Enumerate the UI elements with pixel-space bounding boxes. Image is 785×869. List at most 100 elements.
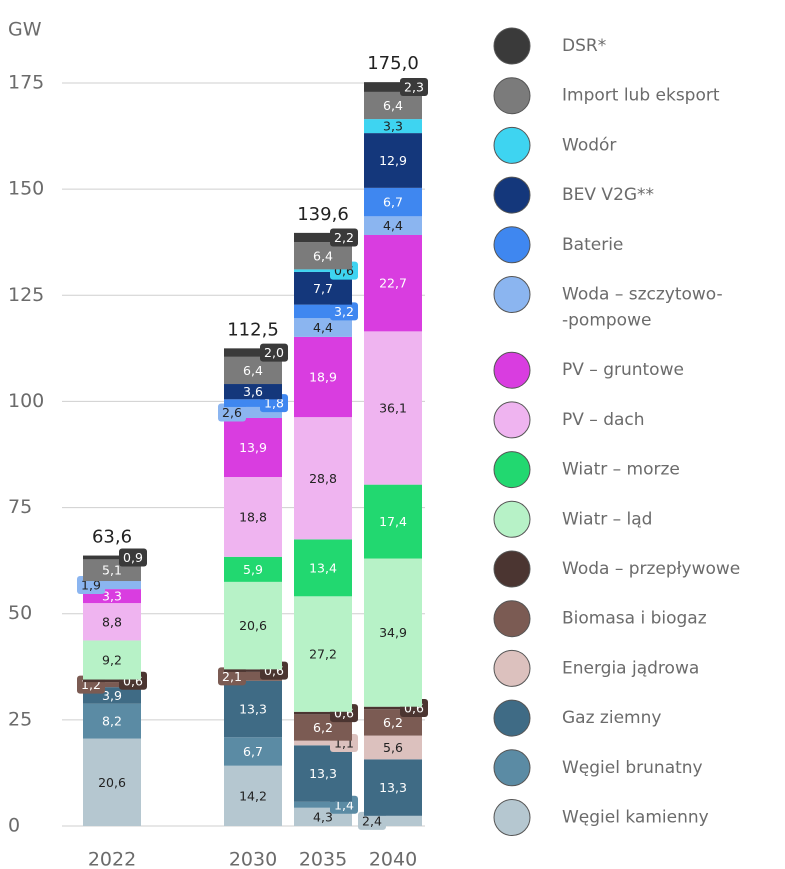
legend-label: Węgiel kamienny	[562, 808, 709, 828]
bar-segment	[364, 735, 422, 760]
legend-icon	[493, 176, 531, 214]
y-tick-label: 75	[8, 496, 32, 518]
segment-label: 3,3	[102, 589, 122, 604]
segment-label: 6,4	[383, 98, 403, 113]
bar-segment	[224, 348, 282, 357]
y-tick-label: 150	[8, 178, 44, 200]
segment-label: 13,9	[239, 440, 267, 455]
legend-label: Woda – przepływowe	[562, 559, 740, 579]
y-tick-label: 50	[8, 602, 32, 624]
bar-segment	[294, 596, 352, 712]
segment-label: 6,2	[313, 720, 333, 735]
bar-segment	[224, 399, 282, 407]
bar-segment	[224, 581, 282, 670]
bar-segment	[364, 484, 422, 559]
total-label: 63,6	[92, 527, 132, 548]
segment-label: 18,8	[239, 509, 267, 524]
bar-segment	[294, 539, 352, 597]
bar-segment	[224, 417, 282, 478]
segment-label: 4,3	[313, 809, 333, 824]
segment-label: 7,7	[313, 281, 333, 296]
segment-label: 3,9	[102, 688, 122, 703]
total-label: 112,5	[227, 319, 279, 340]
legend-label: Biomasa i biogaz	[562, 609, 707, 629]
segment-label: 18,9	[309, 370, 337, 385]
y-axis-label: GW	[8, 19, 42, 41]
segment-label: 8,8	[102, 614, 122, 629]
bar-segment	[83, 682, 141, 688]
bar-segment	[364, 216, 422, 235]
segment-label: 20,6	[239, 618, 267, 633]
bar-segment	[224, 384, 282, 400]
bar-segment	[224, 669, 282, 672]
segment-label: 14,2	[239, 788, 267, 803]
bar-segment	[364, 815, 422, 826]
segment-label-box	[330, 302, 358, 321]
legend-icon	[493, 600, 531, 638]
legend-label: DSR*	[562, 36, 606, 56]
segment-label: 4,4	[313, 320, 333, 335]
legend-icon	[493, 126, 531, 164]
legend-icon	[493, 500, 531, 538]
legend-label: PV – dach	[562, 410, 645, 430]
bar-segment	[224, 556, 282, 582]
bar-segment	[224, 477, 282, 557]
legend-label: Wiatr – ląd	[562, 509, 652, 529]
total-label: 175,0	[367, 53, 419, 74]
bar-segment	[364, 119, 422, 134]
bar-segment	[294, 242, 352, 270]
legend-icon	[493, 451, 531, 489]
segment-label: 17,4	[379, 514, 407, 529]
bar-segment	[364, 706, 422, 710]
bar-segment	[294, 269, 352, 272]
x-tick-label: 2035	[299, 849, 347, 869]
segment-label: 1,8	[264, 396, 284, 411]
segment-label: 34,9	[379, 625, 407, 640]
y-tick-label: 175	[8, 72, 44, 94]
bar-segment	[83, 555, 141, 560]
segment-label: 2,2	[334, 230, 354, 245]
legend-icon	[493, 649, 531, 687]
segment-label: 8,2	[102, 714, 122, 729]
legend-icon	[493, 799, 531, 836]
bar-segment	[294, 711, 352, 715]
legend-label: Woda – szczytowo--pompowe	[562, 285, 723, 331]
segment-label: 6,4	[243, 363, 263, 378]
bar-segment	[364, 234, 422, 332]
bar-segment	[83, 703, 141, 739]
y-tick-label: 0	[8, 815, 20, 837]
bar-segment	[364, 558, 422, 707]
y-tick-label: 25	[8, 708, 32, 730]
segment-label: 9,2	[102, 652, 122, 667]
segment-label: 13,3	[239, 702, 267, 717]
segment-label-box	[330, 228, 358, 247]
bar-segment	[294, 318, 352, 337]
segment-label: 3,2	[334, 304, 354, 319]
legend-label: Baterie	[562, 235, 623, 255]
bar-segment	[364, 91, 422, 120]
bar-segment	[364, 133, 422, 188]
legend-icon	[493, 699, 531, 737]
bar-segment	[83, 640, 141, 680]
legend-label: Energia jądrowa	[562, 658, 699, 678]
legend-label: BEV V2G**	[562, 185, 654, 205]
segment-label: 5,1	[102, 563, 122, 578]
segment-label: 2,4	[362, 813, 382, 828]
legend-icon	[493, 749, 531, 787]
legend-icon	[493, 226, 531, 264]
bar-segment	[364, 331, 422, 485]
legend-icon	[493, 351, 531, 389]
bar-segment	[364, 187, 422, 217]
x-tick-label: 2030	[229, 849, 277, 869]
segment-label: 6,2	[383, 715, 403, 730]
bar-segment	[224, 737, 282, 766]
segment-label: 27,2	[309, 647, 337, 662]
legend-label: Wiatr – morze	[562, 460, 680, 480]
segment-label: 5,9	[243, 562, 263, 577]
segment-label: 36,1	[379, 401, 407, 416]
segment-label: 2,6	[222, 405, 242, 420]
segment-label: 3,6	[243, 384, 263, 399]
segment-label: 6,7	[383, 195, 403, 210]
legend-label: PV – gruntowe	[562, 360, 684, 380]
bar-segment	[294, 745, 352, 802]
